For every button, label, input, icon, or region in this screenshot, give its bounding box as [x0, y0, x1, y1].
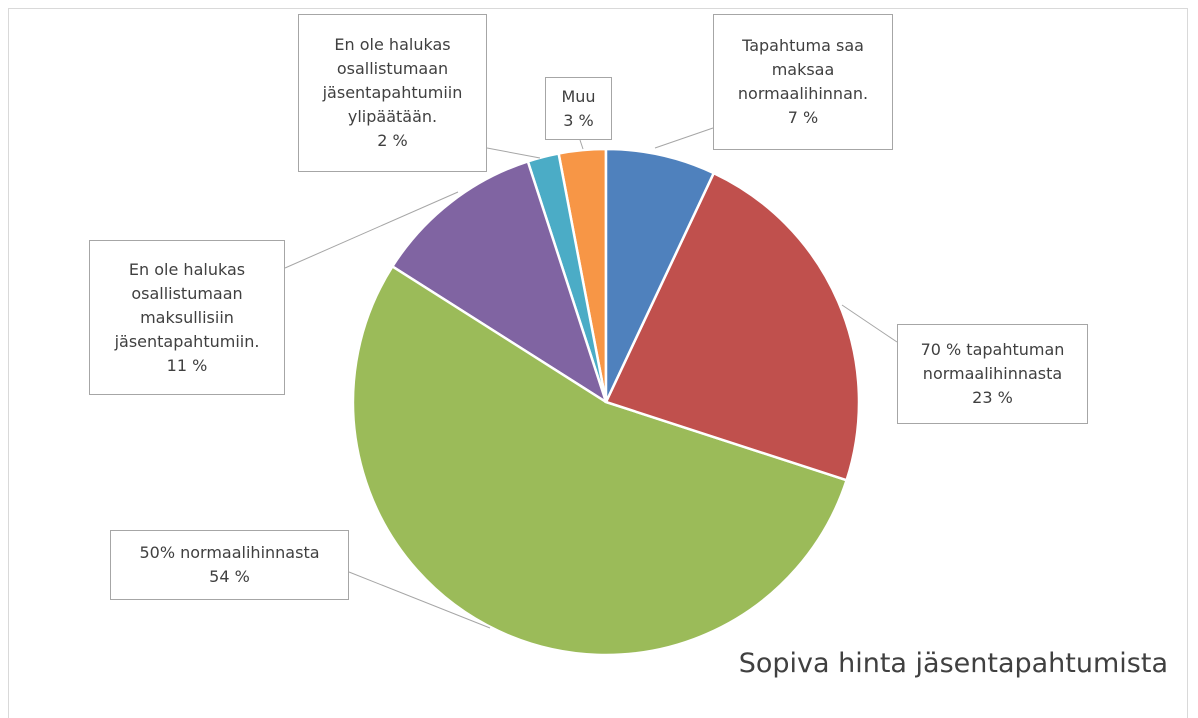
data-label: 70 % tapahtuman normaalihinnasta 23 % [897, 324, 1088, 424]
value-label: 11 % [166, 355, 208, 375]
pie-slice [604, 171, 861, 482]
value-label: 3 % [563, 110, 594, 130]
data-label: En ole halukas osallistumaan maksullisii… [89, 240, 285, 395]
leader-line [654, 127, 714, 149]
category-label: En ole halukas osallistumaan jäsentapaht… [322, 35, 463, 126]
data-label: Muu 3 % [545, 77, 612, 140]
leader-line [486, 147, 541, 159]
category-label: 50% normaalihinnasta [139, 543, 320, 562]
chart-title: Sopiva hinta jäsentapahtumista [738, 648, 1168, 679]
leader-line [284, 191, 459, 269]
value-label: 23 % [972, 388, 1013, 407]
leader-lines [284, 127, 898, 629]
leader-line [579, 139, 584, 150]
value-label: 7 % [787, 108, 819, 127]
category-label: En ole halukas osallistumaan maksullisii… [114, 259, 260, 351]
pie-slice [351, 264, 849, 657]
pie-slice [604, 147, 716, 403]
leader-line [348, 571, 491, 629]
category-label: 70 % tapahtuman normaalihinnasta [920, 340, 1065, 383]
data-label: En ole halukas osallistumaan jäsentapaht… [298, 14, 487, 172]
value-label: 2 % [377, 131, 408, 150]
category-label: Muu [561, 86, 596, 106]
data-label: 50% normaalihinnasta 54 % [110, 530, 349, 600]
data-label: Tapahtuma saa maksaa normaalihinnan. 7 % [713, 14, 893, 150]
pie-slice [390, 159, 609, 405]
category-label: Tapahtuma saa maksaa normaalihinnan. [737, 36, 869, 103]
leader-line [841, 304, 898, 343]
value-label: 54 % [209, 567, 250, 586]
chart-frame [8, 8, 1188, 718]
